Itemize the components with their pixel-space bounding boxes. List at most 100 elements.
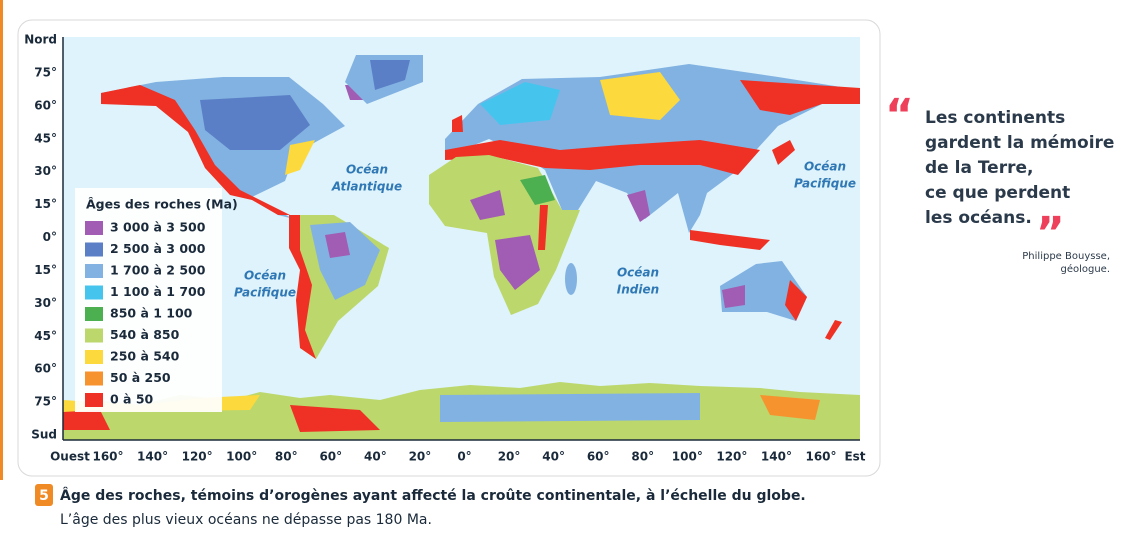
ocean-label: Océan: [617, 266, 659, 280]
continents: [63, 55, 860, 440]
quote-open: “: [885, 90, 914, 141]
y-label: Sud: [31, 428, 57, 442]
x-label: 60°: [587, 450, 610, 464]
legend-label: 3 000 à 3 500: [110, 220, 206, 235]
africa-craton: [470, 190, 505, 220]
legend-swatch: [85, 264, 103, 278]
legend-label: 850 à 1 100: [110, 306, 193, 321]
quote-author: Philippe Bouysse,: [1022, 251, 1110, 262]
legend-swatch: [85, 221, 103, 235]
indonesia: [690, 230, 770, 250]
x-label: 120°: [182, 450, 213, 464]
legend-swatch: [85, 393, 103, 407]
y-label: 75°: [34, 395, 57, 409]
ocean-label: Pacifique: [234, 286, 296, 300]
x-label: Est: [844, 450, 865, 464]
quote-line: ce que perdent: [925, 183, 1070, 203]
y-label: 0°: [43, 230, 57, 244]
appalachian: [285, 140, 315, 175]
legend-swatch: [85, 371, 103, 386]
y-label: 60°: [34, 98, 57, 112]
quote-line: Les continents: [925, 108, 1065, 128]
x-label: 160°: [805, 450, 836, 464]
ocean-label: Océan: [244, 269, 286, 283]
quote-author: géologue.: [1060, 263, 1110, 275]
east-asia: [740, 80, 860, 115]
caption-badge: [35, 484, 53, 506]
x-label: 140°: [761, 450, 792, 464]
australia-east: [785, 280, 807, 321]
india: [627, 190, 650, 222]
legend-label: 50 à 250: [110, 370, 171, 385]
x-label: 140°: [137, 450, 168, 464]
ocean-label: Océan: [346, 163, 388, 177]
quote-line: de la Terre,: [925, 158, 1033, 178]
africa-belt: [520, 175, 555, 205]
alpine-himalayan-belt: [445, 140, 760, 175]
legend-label: 250 à 540: [110, 349, 180, 364]
legend-swatch: [85, 328, 103, 343]
y-label: 15°: [34, 263, 57, 277]
cordillera: [101, 85, 290, 215]
new-zealand: [825, 320, 842, 340]
legend-label: 540 à 850: [110, 327, 180, 342]
quote-line: gardent la mémoire: [925, 133, 1114, 153]
legend-title: Âges des roches (Ma): [86, 197, 238, 212]
caption-number: 5: [39, 488, 49, 504]
y-label: 15°: [34, 197, 57, 211]
margin-bar: [0, 0, 3, 480]
x-label: 160°: [92, 450, 123, 464]
quote-line: les océans.: [925, 208, 1032, 228]
x-label: 40°: [542, 450, 565, 464]
antarctica-orange: [760, 395, 820, 420]
british-isles: [452, 115, 463, 132]
x-label: 80°: [275, 450, 298, 464]
ocean-label: Indien: [617, 283, 659, 297]
caption-title: Âge des roches, témoins d’orogènes ayant…: [60, 487, 806, 504]
caption-text: L’âge des plus vieux océans ne dépasse p…: [60, 512, 432, 528]
legend-swatch: [85, 307, 103, 321]
y-label: Nord: [24, 33, 57, 47]
ocean-label: Océan: [804, 160, 846, 174]
antarctica-red: [63, 410, 110, 430]
y-label: 45°: [34, 131, 57, 145]
x-label: 60°: [319, 450, 342, 464]
x-label: 120°: [716, 450, 747, 464]
ocean-label: Atlantique: [331, 180, 402, 194]
rift: [538, 205, 548, 250]
andes: [289, 215, 316, 359]
y-label: 75°: [34, 65, 57, 79]
africa-craton: [495, 235, 540, 290]
y-label: 30°: [34, 164, 57, 178]
y-label: 30°: [34, 296, 57, 310]
legend-label: 2 500 à 3 000: [110, 241, 206, 256]
x-label: 20°: [498, 450, 521, 464]
australia-craton: [722, 285, 745, 308]
ocean-label: Pacifique: [794, 177, 856, 191]
madagascar: [565, 263, 577, 295]
japan: [772, 140, 795, 165]
canada-shield: [200, 95, 310, 150]
x-label: 80°: [631, 450, 654, 464]
x-label: 0°: [457, 450, 471, 464]
x-label: Ouest: [50, 450, 90, 464]
greenland-core: [370, 60, 410, 90]
x-label: 40°: [364, 450, 387, 464]
antarctica-shield: [440, 393, 700, 422]
legend-swatch: [85, 350, 103, 364]
sa-archean: [325, 232, 350, 258]
australia: [720, 261, 807, 321]
siberia: [600, 72, 680, 120]
legend-swatch: [85, 242, 103, 257]
legend-label: 1 700 à 2 500: [110, 263, 206, 278]
x-label: 100°: [672, 450, 703, 464]
legend-swatch: [85, 285, 103, 300]
legend-label: 1 100 à 1 700: [110, 284, 206, 299]
legend-label: 0 à 50: [110, 392, 154, 407]
x-label: 100°: [226, 450, 257, 464]
europe: [480, 82, 560, 125]
quote-close: ”: [1036, 208, 1065, 259]
antarctica-red: [290, 405, 380, 432]
